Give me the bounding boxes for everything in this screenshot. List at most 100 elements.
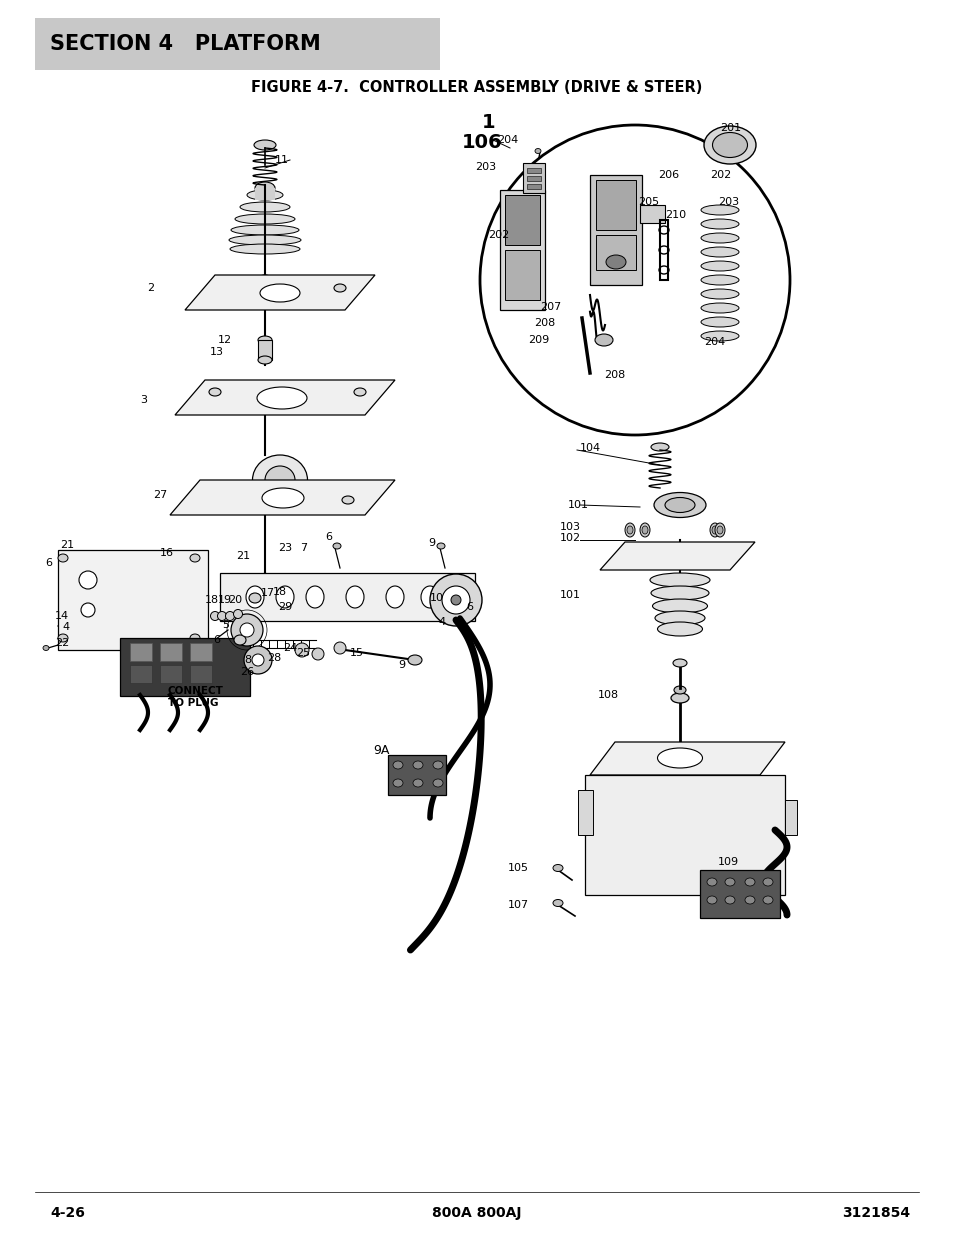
- Bar: [784, 800, 796, 835]
- Ellipse shape: [553, 899, 562, 906]
- Text: 4: 4: [437, 618, 445, 627]
- Text: 28: 28: [267, 653, 281, 663]
- Ellipse shape: [233, 635, 246, 645]
- Ellipse shape: [700, 261, 739, 270]
- Text: 3121854: 3121854: [841, 1207, 909, 1220]
- Ellipse shape: [413, 779, 422, 787]
- Bar: [639, 205, 664, 224]
- Ellipse shape: [700, 219, 739, 228]
- Ellipse shape: [265, 466, 294, 494]
- Text: 101: 101: [567, 500, 588, 510]
- Ellipse shape: [762, 897, 772, 904]
- Ellipse shape: [386, 585, 403, 608]
- Text: 6: 6: [45, 558, 52, 568]
- Text: 204: 204: [497, 135, 517, 144]
- Bar: [220, 573, 475, 621]
- Ellipse shape: [433, 779, 442, 787]
- Ellipse shape: [700, 205, 739, 215]
- Text: 208: 208: [534, 317, 555, 329]
- Bar: [190, 643, 212, 661]
- Ellipse shape: [244, 646, 272, 674]
- Text: 101: 101: [559, 590, 580, 600]
- Ellipse shape: [657, 622, 701, 636]
- Ellipse shape: [230, 245, 299, 254]
- Text: 107: 107: [507, 900, 529, 910]
- Text: 3: 3: [140, 395, 147, 405]
- Ellipse shape: [650, 585, 708, 600]
- Bar: [190, 664, 212, 683]
- Bar: [130, 643, 152, 661]
- Text: 23: 23: [277, 543, 292, 553]
- Text: 108: 108: [598, 690, 618, 700]
- Ellipse shape: [649, 573, 709, 587]
- Text: 9: 9: [428, 538, 435, 548]
- Ellipse shape: [420, 585, 438, 608]
- Ellipse shape: [249, 593, 261, 603]
- Ellipse shape: [408, 655, 421, 664]
- Ellipse shape: [256, 275, 273, 285]
- Ellipse shape: [652, 599, 707, 613]
- Bar: [130, 664, 152, 683]
- Bar: [388, 755, 446, 795]
- Text: 8: 8: [244, 655, 251, 664]
- Bar: [58, 550, 208, 650]
- Ellipse shape: [58, 634, 68, 642]
- Ellipse shape: [762, 878, 772, 885]
- Bar: [254, 188, 274, 200]
- Ellipse shape: [639, 522, 649, 537]
- Text: CONNECT
TO PLUG: CONNECT TO PLUG: [168, 687, 224, 708]
- Text: 208: 208: [603, 370, 624, 380]
- Text: 109: 109: [718, 857, 739, 867]
- Text: 13: 13: [210, 347, 224, 357]
- Ellipse shape: [711, 526, 718, 534]
- Text: 21: 21: [235, 551, 250, 561]
- Ellipse shape: [700, 331, 739, 341]
- Bar: [589, 175, 641, 285]
- Text: 18: 18: [273, 587, 287, 597]
- Text: 11: 11: [274, 156, 289, 165]
- Bar: [160, 643, 182, 661]
- Text: 17: 17: [261, 588, 274, 598]
- Circle shape: [479, 125, 789, 435]
- Bar: [596, 235, 636, 270]
- Ellipse shape: [312, 648, 324, 659]
- Ellipse shape: [441, 585, 470, 614]
- Ellipse shape: [700, 247, 739, 257]
- Text: 104: 104: [579, 443, 600, 453]
- Polygon shape: [174, 380, 395, 415]
- Ellipse shape: [252, 655, 264, 666]
- Ellipse shape: [664, 498, 695, 513]
- Text: 26: 26: [240, 667, 253, 677]
- Text: 18: 18: [205, 595, 219, 605]
- Text: 12: 12: [218, 335, 232, 345]
- Text: 102: 102: [559, 534, 580, 543]
- Text: 6: 6: [325, 532, 332, 542]
- Ellipse shape: [655, 611, 704, 625]
- Ellipse shape: [240, 622, 253, 637]
- Ellipse shape: [706, 878, 717, 885]
- Ellipse shape: [413, 761, 422, 769]
- Text: 105: 105: [507, 863, 529, 873]
- Ellipse shape: [433, 761, 442, 769]
- Ellipse shape: [451, 595, 460, 605]
- Text: 21: 21: [60, 540, 74, 550]
- Ellipse shape: [229, 235, 301, 245]
- Ellipse shape: [306, 585, 324, 608]
- Ellipse shape: [393, 779, 402, 787]
- Ellipse shape: [233, 610, 242, 619]
- Ellipse shape: [641, 526, 647, 534]
- Ellipse shape: [64, 640, 71, 646]
- Text: 4: 4: [62, 622, 69, 632]
- Ellipse shape: [673, 685, 685, 694]
- Ellipse shape: [709, 522, 720, 537]
- Polygon shape: [589, 742, 784, 776]
- Ellipse shape: [553, 864, 562, 872]
- Ellipse shape: [393, 761, 402, 769]
- Ellipse shape: [190, 555, 200, 562]
- Ellipse shape: [346, 585, 364, 608]
- Ellipse shape: [724, 897, 734, 904]
- Ellipse shape: [81, 603, 95, 618]
- Ellipse shape: [670, 693, 688, 703]
- Ellipse shape: [341, 496, 354, 504]
- Bar: [526, 184, 540, 189]
